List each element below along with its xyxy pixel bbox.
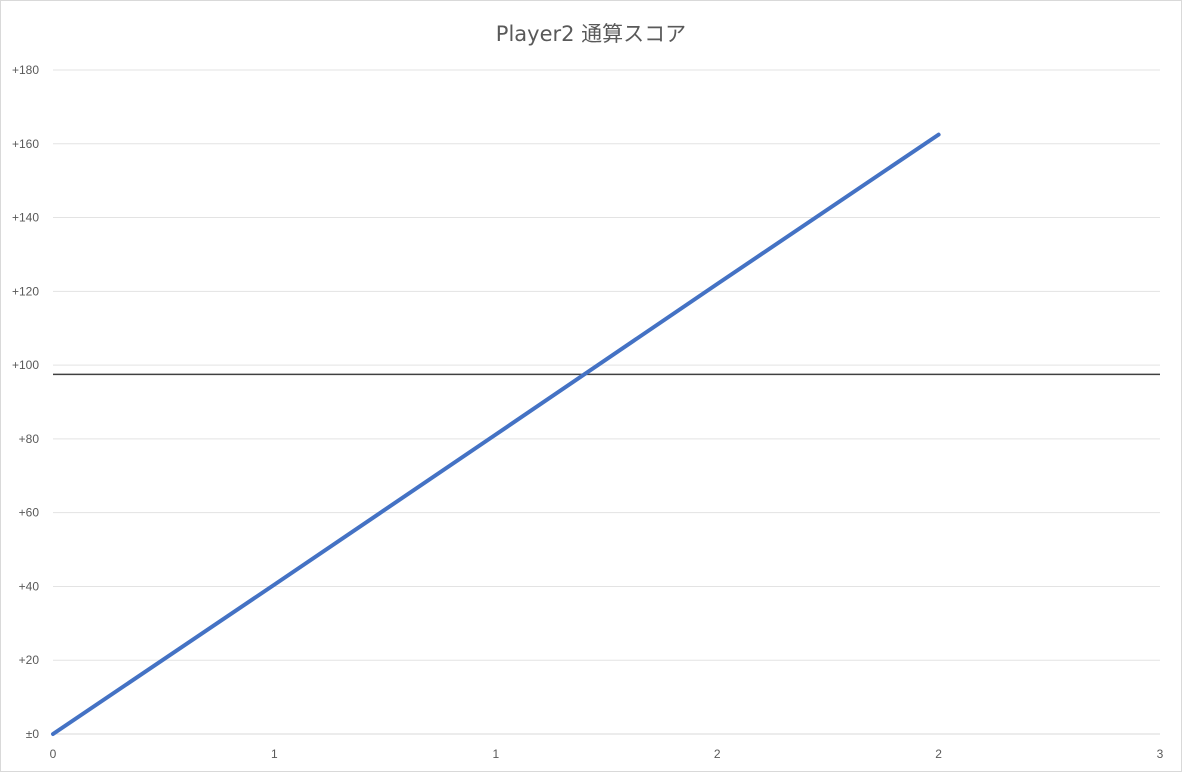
x-tick-label: 1	[492, 747, 499, 761]
y-tick-label: +140	[12, 211, 39, 225]
y-tick-label: +160	[12, 137, 39, 151]
y-tick-label: +80	[19, 432, 40, 446]
y-tick-label: ±0	[26, 727, 40, 741]
x-tick-label: 0	[50, 747, 57, 761]
x-tick-label: 3	[1157, 747, 1164, 761]
y-tick-label: +100	[12, 358, 39, 372]
y-tick-label: +60	[19, 506, 40, 520]
series-line	[51, 132, 941, 736]
y-tick-label: +120	[12, 284, 39, 298]
x-tick-label: 2	[935, 747, 942, 761]
y-tick-label: +20	[19, 653, 40, 667]
x-tick-label: 2	[714, 747, 721, 761]
y-tick-label: +40	[19, 579, 40, 593]
x-tick-label: 1	[271, 747, 278, 761]
chart-title: Player2 通算スコア	[495, 22, 687, 46]
y-tick-label: +180	[12, 63, 39, 77]
